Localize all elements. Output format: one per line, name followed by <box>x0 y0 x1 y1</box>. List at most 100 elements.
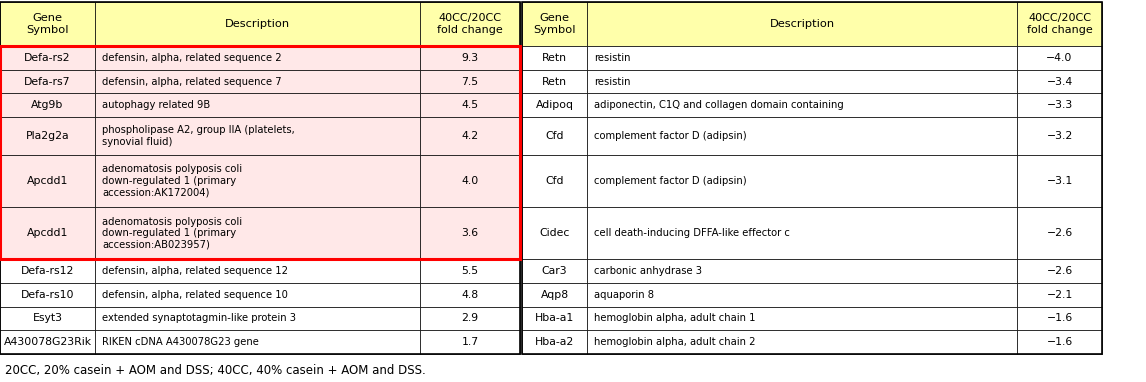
Bar <box>521 283 587 307</box>
Text: defensin, alpha, related sequence 7: defensin, alpha, related sequence 7 <box>102 76 282 87</box>
Bar <box>0 117 95 155</box>
Text: complement factor D (adipsin): complement factor D (adipsin) <box>594 131 747 141</box>
Text: cell death-inducing DFFA-like effector c: cell death-inducing DFFA-like effector c <box>594 228 790 238</box>
Text: defensin, alpha, related sequence 12: defensin, alpha, related sequence 12 <box>102 266 288 276</box>
Text: Apcdd1: Apcdd1 <box>26 228 69 238</box>
Bar <box>419 207 520 259</box>
Bar <box>95 117 419 155</box>
Bar <box>1017 330 1102 354</box>
Bar <box>587 259 1017 283</box>
Text: Defa-rs2: Defa-rs2 <box>24 53 71 63</box>
Text: −2.6: −2.6 <box>1046 266 1073 276</box>
Bar <box>419 2 520 46</box>
Bar <box>1017 46 1102 70</box>
Bar <box>95 2 419 46</box>
Bar <box>1017 259 1102 283</box>
Bar <box>587 2 1017 46</box>
Text: A430078G23Rik: A430078G23Rik <box>3 337 92 347</box>
Bar <box>1017 70 1102 93</box>
Text: Apcdd1: Apcdd1 <box>26 176 69 186</box>
Bar <box>0 70 95 93</box>
Text: resistin: resistin <box>594 76 630 87</box>
Text: 20CC, 20% casein + AOM and DSS; 40CC, 40% casein + AOM and DSS.: 20CC, 20% casein + AOM and DSS; 40CC, 40… <box>5 364 426 377</box>
Bar <box>587 46 1017 70</box>
Bar <box>419 283 520 307</box>
Text: 1.7: 1.7 <box>462 337 479 347</box>
Bar <box>419 259 520 283</box>
Text: −1.6: −1.6 <box>1046 337 1073 347</box>
Text: Gene
Symbol: Gene Symbol <box>533 13 575 35</box>
Text: 40CC/20CC
fold change: 40CC/20CC fold change <box>437 13 503 35</box>
Text: 5.5: 5.5 <box>462 266 479 276</box>
Text: −3.4: −3.4 <box>1046 76 1073 87</box>
Text: Retn: Retn <box>542 53 567 63</box>
Text: Cidec: Cidec <box>540 228 570 238</box>
Text: −1.6: −1.6 <box>1046 314 1073 324</box>
Bar <box>1017 207 1102 259</box>
Bar <box>0 46 95 70</box>
Bar <box>95 207 419 259</box>
Bar <box>0 155 95 207</box>
Bar <box>419 70 520 93</box>
Text: autophagy related 9B: autophagy related 9B <box>102 100 210 110</box>
Text: Description: Description <box>769 19 834 29</box>
Text: Adipoq: Adipoq <box>535 100 573 110</box>
Bar <box>1017 155 1102 207</box>
Text: −4.0: −4.0 <box>1046 53 1073 63</box>
Bar <box>95 330 419 354</box>
Bar <box>521 46 587 70</box>
Bar <box>419 330 520 354</box>
Bar <box>587 155 1017 207</box>
Text: Aqp8: Aqp8 <box>541 290 568 300</box>
Bar <box>1017 117 1102 155</box>
Bar <box>419 93 520 117</box>
Text: adenomatosis polyposis coli
down-regulated 1 (primary
accession:AK172004): adenomatosis polyposis coli down-regulat… <box>102 164 242 197</box>
Bar <box>419 46 520 70</box>
Text: 4.0: 4.0 <box>462 176 479 186</box>
Bar <box>0 207 95 259</box>
Bar <box>521 2 1102 354</box>
Bar <box>0 2 95 46</box>
Text: Gene
Symbol: Gene Symbol <box>26 13 69 35</box>
Bar <box>587 117 1017 155</box>
Text: Retn: Retn <box>542 76 567 87</box>
Text: Esyt3: Esyt3 <box>32 314 63 324</box>
Text: Cfd: Cfd <box>545 131 564 141</box>
Bar <box>1017 307 1102 330</box>
Text: RIKEN cDNA A430078G23 gene: RIKEN cDNA A430078G23 gene <box>102 337 259 347</box>
Text: 7.5: 7.5 <box>462 76 479 87</box>
Text: 40CC/20CC
fold change: 40CC/20CC fold change <box>1027 13 1092 35</box>
Bar <box>95 307 419 330</box>
Bar <box>521 330 587 354</box>
Text: −3.2: −3.2 <box>1046 131 1073 141</box>
Bar <box>0 93 95 117</box>
Text: adiponectin, C1Q and collagen domain containing: adiponectin, C1Q and collagen domain con… <box>594 100 843 110</box>
Text: Defa-rs12: Defa-rs12 <box>21 266 74 276</box>
Text: defensin, alpha, related sequence 2: defensin, alpha, related sequence 2 <box>102 53 282 63</box>
Bar <box>587 207 1017 259</box>
Text: 2.9: 2.9 <box>462 314 479 324</box>
Text: 4.5: 4.5 <box>462 100 479 110</box>
Bar <box>0 307 95 330</box>
Text: Cfd: Cfd <box>545 176 564 186</box>
Text: −3.3: −3.3 <box>1046 100 1073 110</box>
Text: 4.2: 4.2 <box>462 131 479 141</box>
Bar <box>521 93 587 117</box>
Text: Description: Description <box>225 19 290 29</box>
Text: complement factor D (adipsin): complement factor D (adipsin) <box>594 176 747 186</box>
Text: aquaporin 8: aquaporin 8 <box>594 290 654 300</box>
Text: 3.6: 3.6 <box>462 228 479 238</box>
Bar <box>419 307 520 330</box>
Text: extended synaptotagmin-like protein 3: extended synaptotagmin-like protein 3 <box>102 314 296 324</box>
Bar <box>95 46 419 70</box>
Bar <box>0 2 520 354</box>
Text: hemoglobin alpha, adult chain 2: hemoglobin alpha, adult chain 2 <box>594 337 755 347</box>
Bar <box>587 70 1017 93</box>
Text: Defa-rs10: Defa-rs10 <box>21 290 74 300</box>
Bar <box>521 259 587 283</box>
Bar <box>587 93 1017 117</box>
Bar <box>521 207 587 259</box>
Text: Car3: Car3 <box>542 266 567 276</box>
Bar <box>419 155 520 207</box>
Text: hemoglobin alpha, adult chain 1: hemoglobin alpha, adult chain 1 <box>594 314 755 324</box>
